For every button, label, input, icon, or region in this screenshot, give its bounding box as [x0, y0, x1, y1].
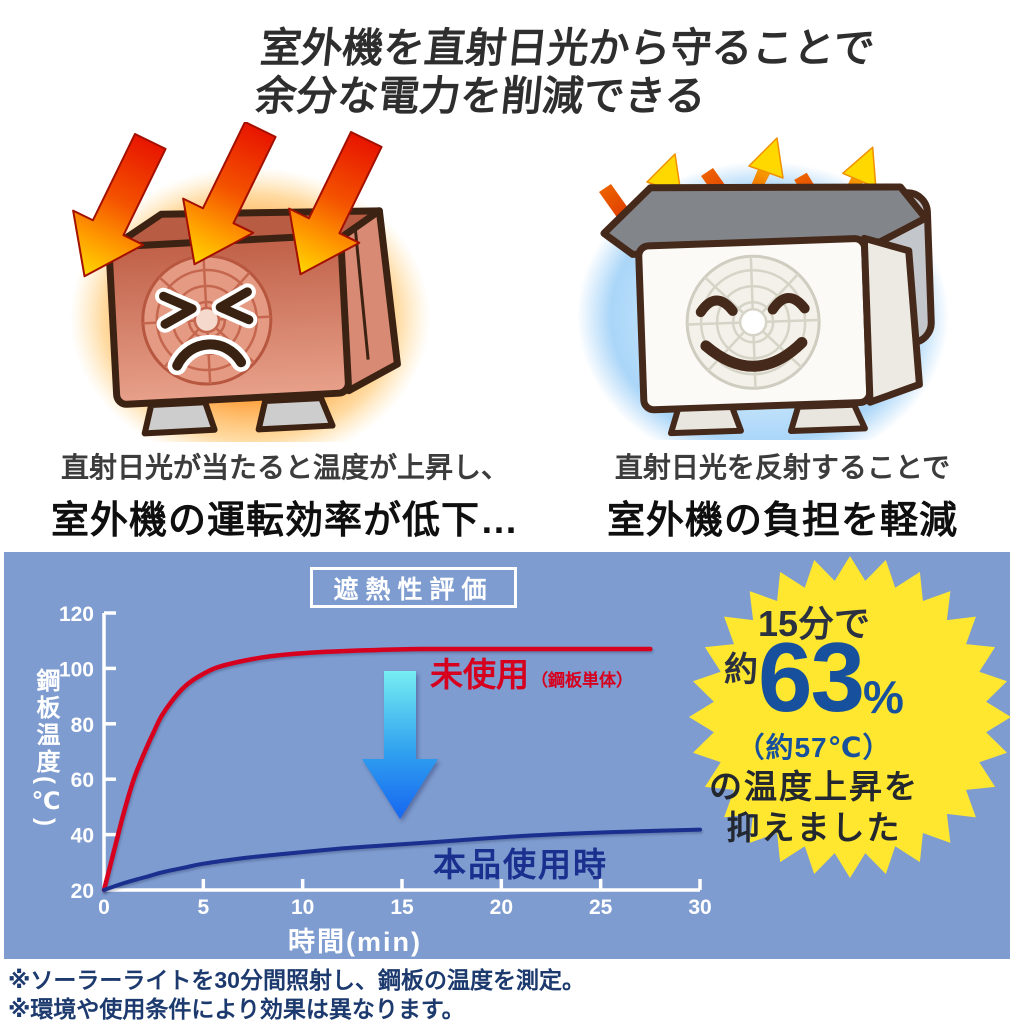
starburst-line3: 抑えました	[726, 809, 902, 846]
svg-text:20: 20	[490, 896, 513, 919]
starburst-number-row: 約 63 %	[651, 628, 977, 726]
unit-foot	[667, 404, 744, 437]
series-label-unused: 未使用 （鋼板単体）	[430, 648, 633, 696]
svg-text:25: 25	[589, 896, 613, 919]
svg-text:20: 20	[71, 880, 94, 903]
y-axis-label: 鋼板温度(℃)	[32, 668, 59, 829]
svg-text:30: 30	[688, 896, 711, 919]
svg-text:100: 100	[59, 658, 94, 681]
series-label-unused-sub: （鋼板単体）	[531, 671, 633, 690]
result-starburst-badge: 15分で 約 63 % （約57℃） の温度上昇を 抑えました	[687, 554, 1013, 880]
starburst-text: 15分で 約 63 % （約57℃） の温度上昇を 抑えました	[651, 554, 977, 880]
svg-text:15: 15	[390, 896, 414, 919]
series-label-unused-main: 未使用	[430, 656, 529, 693]
sad-face-icon	[155, 283, 258, 376]
chart-panel: 20 40 60 80 100 120 0 5 10 15 20 25 30 遮熱性評価 鋼板温度(℃)…	[4, 552, 1013, 959]
chart-title-box: 遮熱性評価	[310, 567, 517, 608]
caption-right-line1: 直射日光を反射することで	[614, 452, 951, 483]
svg-text:40: 40	[71, 825, 94, 848]
starburst-shape	[689, 556, 1011, 878]
footnote-2: ※環境や使用条件により効果は異なります。	[8, 995, 465, 1022]
covered-unit-body	[600, 183, 935, 437]
unit-foot	[141, 399, 218, 437]
temperature-line-chart: 20 40 60 80 100 120 0 5 10 15 20 25 30	[59, 603, 712, 919]
footnotes: ※ソーラーライトを30分間照射し、鋼板の温度を測定。 ※環境や使用条件により効果…	[8, 966, 585, 1024]
starburst-big-number: 63	[758, 622, 865, 732]
hot-unit-body	[105, 207, 401, 437]
caption-left: 直射日光が当たると温度が上昇し、 室外機の運転効率が低下…	[15, 446, 555, 544]
svg-text:0: 0	[98, 896, 110, 919]
sunlight-arrows-icon	[72, 122, 383, 278]
page-title-line1: 室外機を直射日光から守ることで	[258, 25, 877, 71]
starburst-celsius: （約57℃）	[736, 732, 892, 763]
starburst-line2: の温度上昇を	[709, 768, 919, 805]
caption-right-line2: 室外機の負担を軽減	[606, 500, 958, 542]
page-title-line2: 余分な電力を削減できる	[253, 73, 709, 120]
chart-title: 遮熱性評価	[333, 575, 494, 604]
unit-foot	[787, 401, 868, 434]
caption-left-line2: 室外機の運転効率が低下…	[50, 500, 519, 542]
unit-foot	[255, 395, 336, 433]
series-label-product: 本品使用時	[433, 846, 608, 883]
svg-text:80: 80	[71, 714, 94, 737]
overheating-outdoor-unit-illustration	[70, 122, 430, 442]
svg-text:10: 10	[291, 896, 314, 919]
x-axis-label: 時間(min)	[288, 927, 422, 957]
svg-text:120: 120	[59, 603, 94, 626]
happy-face-icon	[695, 293, 810, 372]
starburst-duration: 15分で	[757, 603, 871, 644]
starburst-approx: 約	[724, 651, 759, 689]
svg-text:5: 5	[197, 896, 209, 919]
svg-text:60: 60	[71, 769, 94, 792]
starburst-percent-sign: %	[863, 671, 904, 723]
caption-left-line1: 直射日光が当たると温度が上昇し、	[60, 452, 509, 483]
covered-outdoor-unit-illustration	[577, 137, 949, 440]
footnote-1: ※ソーラーライトを30分間照射し、鋼板の温度を測定。	[8, 967, 585, 993]
page-title: 室外機を直射日光から守ることで 余分な電力を削減できる	[253, 24, 877, 121]
caption-right: 直射日光を反射することで 室外機の負担を軽減	[555, 446, 1010, 544]
temperature-drop-arrow-icon	[362, 671, 438, 819]
